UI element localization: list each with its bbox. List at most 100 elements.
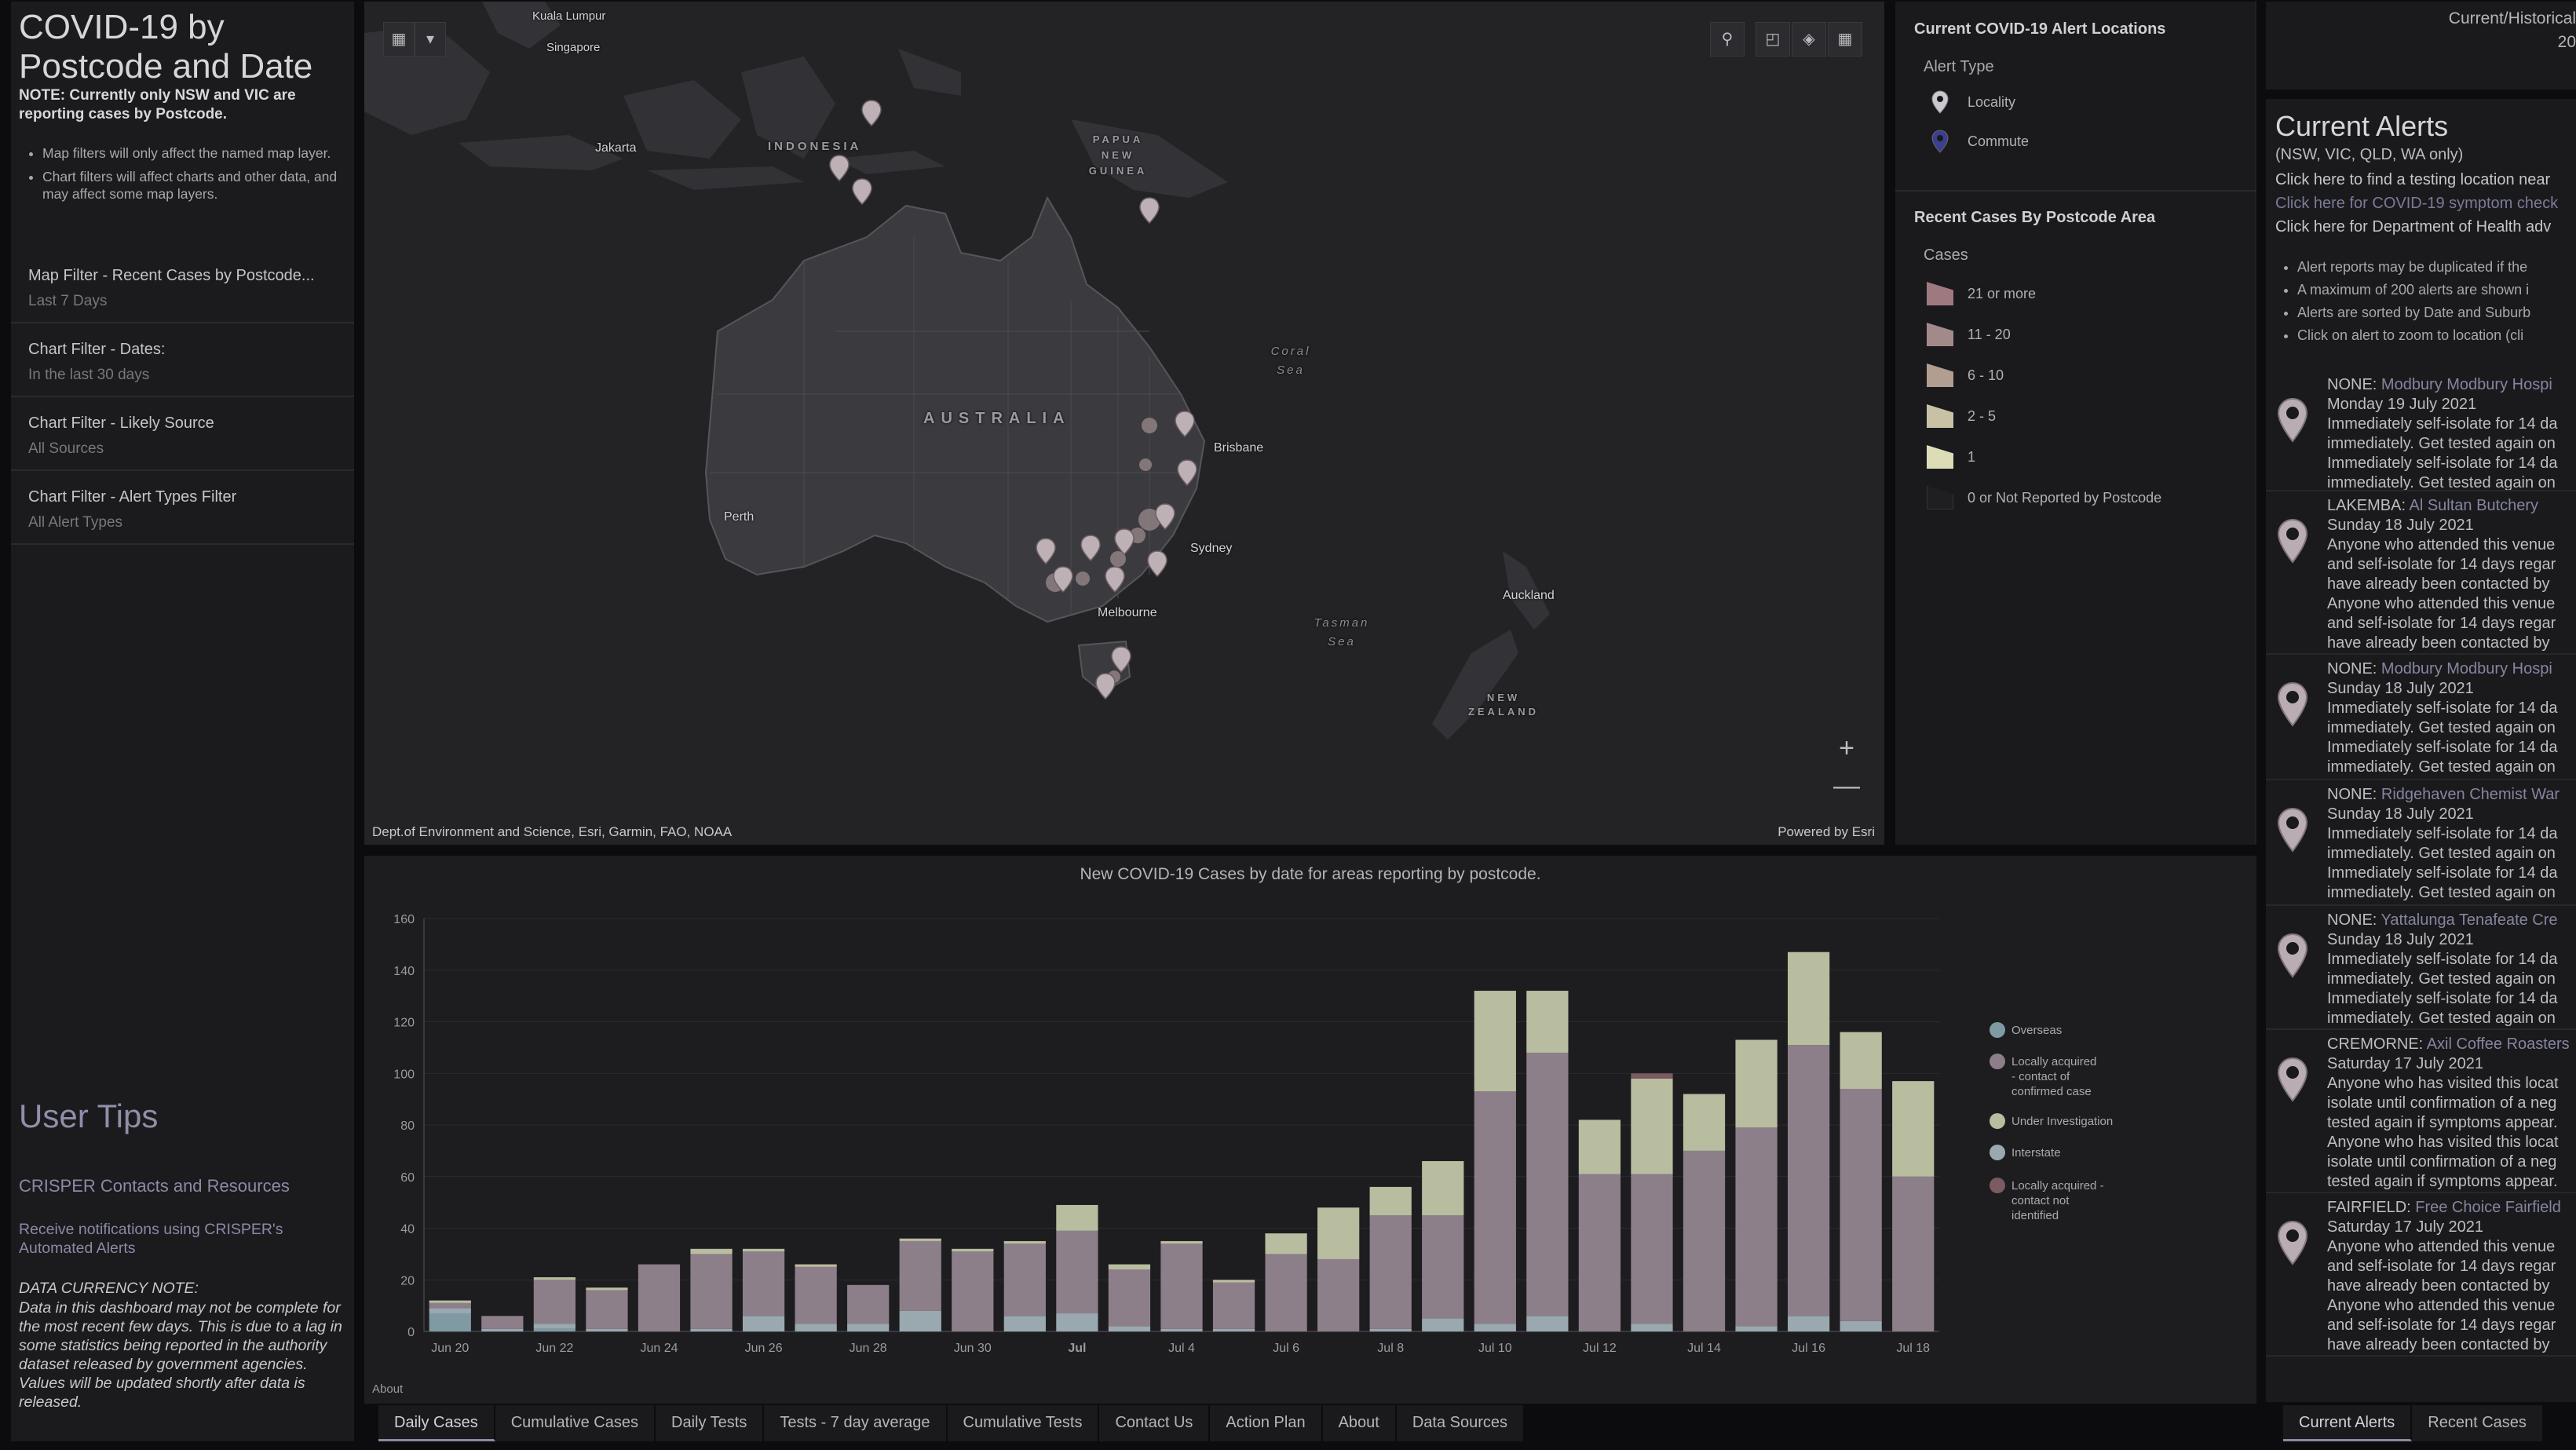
alert-venue-link[interactable]: Axil Coffee Roasters [2426,1035,2570,1053]
chart-about-link[interactable]: About [372,1382,404,1396]
alert-venue-link[interactable]: Modbury Modbury Hospi [2381,660,2552,678]
bar-segment [1526,1316,1569,1331]
alert-detail-line: Immediately self-isolate for 14 da [2327,990,2558,1007]
legend-item-cases: 2 - 5 [1927,400,1996,432]
x-tick-label: Jun 28 [850,1342,887,1355]
symptom-checker-link[interactable]: Click here for COVID-19 symptom check [2275,195,2559,212]
crisper-alerts-link[interactable]: Receive notifications using CRISPER's Au… [19,1221,283,1257]
bar-segment [429,1313,471,1331]
tab-cumulative-tests[interactable]: Cumulative Tests [947,1405,1100,1441]
tab-recent-cases[interactable]: Recent Cases [2412,1405,2544,1441]
historical-count: 20 [2557,33,2576,51]
alert-venue-link[interactable]: Modbury Modbury Hospi [2381,376,2552,393]
tab-daily-cases[interactable]: Daily Cases [378,1405,495,1441]
bookmark-icon[interactable]: ◰ [1756,22,1790,57]
search-icon[interactable]: ⚲ [1710,22,1745,57]
zoom-in-button[interactable]: + [1839,733,1854,763]
location-pin-icon [2277,1220,2308,1271]
basemap-gallery-icon[interactable]: ▦ [1828,22,1862,57]
list-item: Alerts are sorted by Date and Suburb [2297,301,2530,324]
bar-segment [1003,1240,1046,1244]
bar-segment [1212,1328,1255,1331]
filter-label: Map Filter - Recent Cases by Postcode... [28,267,315,284]
alert-item[interactable]: FAIRFIELD: Free Choice Fairfield Saturday… [2266,1193,2576,1357]
crisper-contacts-link[interactable]: CRISPER Contacts and Resources [19,1176,290,1196]
bar-segment [1788,1316,1830,1331]
bar-segment [899,1240,941,1311]
list-item: A maximum of 200 alerts are shown i [2297,279,2530,301]
chart-filter-alert-types[interactable]: Chart Filter - Alert Types Filter All Al… [11,473,354,545]
alert-suburb: NONE: [2327,911,2381,929]
location-pin-icon [2277,397,2308,448]
zoom-out-button[interactable]: — [1833,771,1860,801]
bar-segment [952,1251,994,1331]
tab-data-sources[interactable]: Data Sources [1396,1405,1526,1441]
divider [1895,190,2256,192]
bar-segment [1474,1324,1516,1331]
legend-item-cases: 6 - 10 [1927,360,2004,391]
legend-item-cases: 11 - 20 [1927,319,2011,350]
map-view[interactable]: Kuala Lumpur Singapore Jakarta INDONESIA… [364,2,1884,845]
y-tick-label: 0 [407,1326,415,1339]
alert-item[interactable]: CREMORNE: Axil Coffee Roasters Saturday 1… [2266,1030,2576,1193]
legend-label: Locally acquired -contact not identified [2011,1179,2104,1222]
bar-segment [795,1324,837,1331]
bar-segment [1840,1320,1882,1331]
alert-item[interactable]: NONE: Modbury Modbury Hospi Monday 19 Jul… [2266,371,2576,491]
bar-segment [1317,1258,1360,1331]
alert-detail-line: Immediately self-isolate for 14 da [2327,739,2558,756]
filter-value: All Sources [28,440,104,457]
x-tick-label: Jun 24 [640,1342,678,1355]
filter-label: Chart Filter - Likely Source [28,415,214,432]
alert-item[interactable]: NONE: Yattalunga Tenafeate Cre Sunday 18 … [2266,906,2576,1030]
alert-type-label: Alert Type [1924,58,1994,75]
tab-about[interactable]: About [1322,1405,1397,1441]
tab-action-plan[interactable]: Action Plan [1210,1405,1323,1441]
alert-venue-link[interactable]: Free Choice Fairfield [2415,1199,2561,1216]
chart-filter-likely-source[interactable]: Chart Filter - Likely Source All Sources [11,399,354,471]
historical-panel-header: Current/Historical 20 [2266,2,2576,89]
bar-segment [1788,1045,1830,1317]
right-panel-tabs: Current Alerts Recent Cases [2283,1405,2544,1441]
bar-segment [1892,1176,1935,1331]
bar-segment [1578,1174,1621,1331]
tab-tests-7-day-average[interactable]: Tests - 7 day average [764,1405,948,1441]
list-item: Chart filters will affect charts and oth… [42,168,345,203]
alert-suburb: NONE: [2327,376,2381,393]
alert-item[interactable]: NONE: Modbury Modbury Hospi Sunday 18 Jul… [2266,655,2576,780]
bar-segment [1631,1073,1673,1079]
alert-venue-link[interactable]: Ridgehaven Chemist War [2381,786,2560,803]
alert-date: Saturday 17 July 2021 [2327,1218,2484,1236]
tab-contact-us[interactable]: Contact Us [1099,1405,1211,1441]
tab-daily-tests[interactable]: Daily Tests [656,1405,765,1441]
left-info-panel: COVID-19 by Postcode and Date NOTE: Curr… [11,2,354,1441]
filter-label: Chart Filter - Alert Types Filter [28,488,237,506]
alert-text: NONE: Modbury Modbury Hospi Monday 19 Jul… [2327,375,2576,490]
chevron-down-icon[interactable]: ▾ [415,22,446,57]
layers-icon[interactable]: ◈ [1792,22,1826,57]
testing-location-link[interactable]: Click here to find a testing location ne… [2275,171,2551,188]
legend-toggle-icon[interactable]: ▦ [383,22,415,57]
health-advice-link[interactable]: Click here for Department of Health adv [2275,218,2552,236]
bar-segment [481,1316,524,1329]
x-tick-label: Jul 10 [1478,1342,1512,1355]
alert-item[interactable]: LAKEMBA: Al Sultan Butchery Sunday 18 Jul… [2266,491,2576,655]
bar-segment [1578,1119,1621,1174]
bar-segment [429,1302,471,1309]
alert-item[interactable]: NONE: Ridgehaven Chemist War Sunday 18 Ju… [2266,780,2576,906]
x-tick-label: Jul 16 [1792,1342,1825,1355]
tab-current-alerts[interactable]: Current Alerts [2283,1405,2413,1441]
alert-venue-link[interactable]: Yattalunga Tenafeate Cre [2381,911,2558,929]
bar-segment [1683,1150,1726,1331]
alert-venue-link[interactable]: Al Sultan Butchery [2409,497,2539,514]
alert-detail-line: and self-isolate for 14 days regar [2327,1317,2556,1334]
tab-cumulative-cases[interactable]: Cumulative Cases [495,1405,656,1441]
map-attribution: Dept.of Environment and Science, Esri, G… [372,824,733,839]
chart-filter-dates[interactable]: Chart Filter - Dates: In the last 30 day… [11,325,354,397]
legend-swatch [1927,445,1953,469]
data-currency-title: DATA CURRENCY NOTE: [19,1280,199,1297]
powered-by-esri[interactable]: Powered by Esri [1778,824,1875,839]
bar-segment [533,1277,575,1280]
recent-cases-title: Recent Cases By Postcode Area [1914,209,2156,226]
map-filter-recent-cases[interactable]: Map Filter - Recent Cases by Postcode...… [11,251,354,323]
